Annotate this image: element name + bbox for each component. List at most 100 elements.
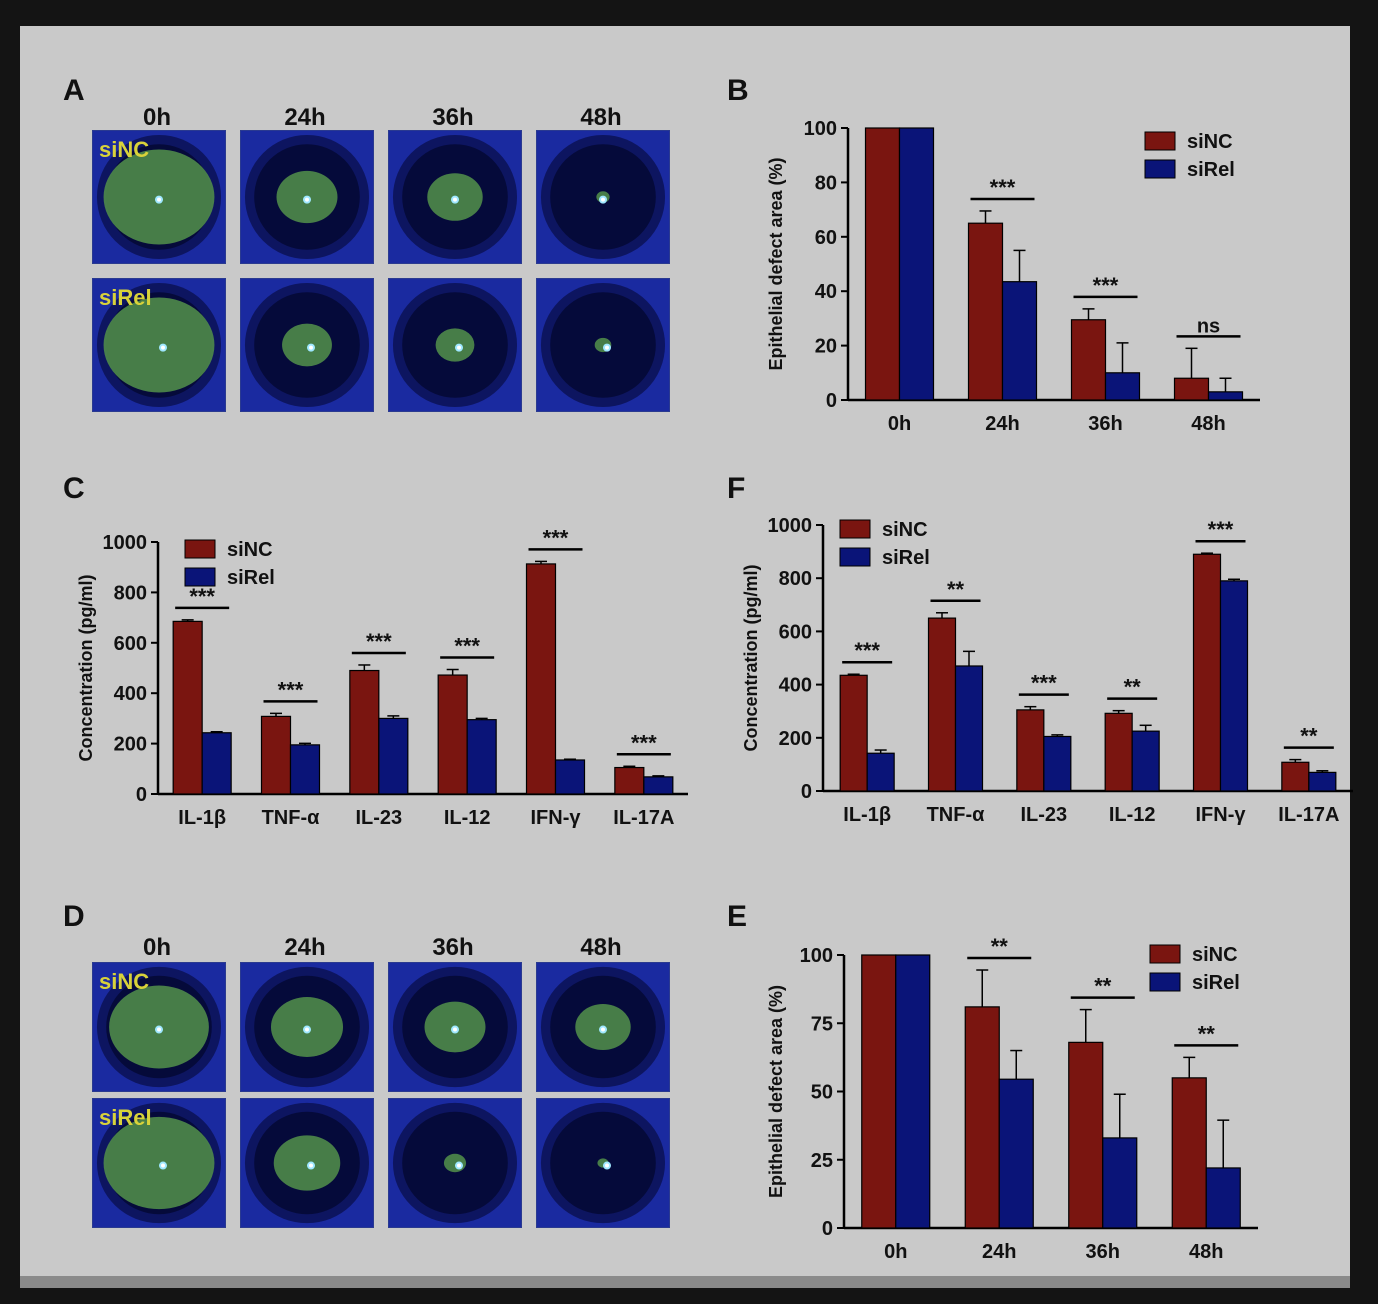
legend-swatch — [839, 547, 871, 567]
legend-swatch — [184, 567, 216, 587]
y-tick-label: 100 — [800, 945, 833, 967]
y-tick-label: 50 — [811, 1082, 833, 1104]
significance-label: *** — [1031, 671, 1057, 696]
significance-label: ** — [947, 577, 965, 602]
bar-siNC — [260, 715, 292, 795]
eye-photo — [536, 1098, 670, 1228]
y-tick-label: 600 — [114, 633, 147, 655]
bar-siRel — [1043, 735, 1072, 792]
bar-siNC — [1192, 553, 1222, 792]
group-tag: siNC — [99, 969, 150, 994]
bar-siNC — [349, 669, 380, 795]
y-tick-label: 0 — [801, 781, 812, 803]
bar-siNC — [1171, 1077, 1207, 1229]
significance-label: *** — [366, 629, 392, 654]
legend-label: siRel — [882, 547, 930, 569]
x-tick-label: 36h — [1088, 413, 1122, 435]
bar-siNC — [861, 954, 897, 1229]
bar-siRel — [1001, 281, 1038, 401]
bar-siNC — [1104, 712, 1133, 792]
eye-photo — [388, 962, 522, 1092]
x-tick-label: IL-12 — [444, 807, 491, 829]
bar-siRel — [866, 752, 895, 792]
bar-siNC — [864, 127, 901, 401]
y-tick-label: 800 — [114, 582, 147, 604]
y-tick-label: 400 — [114, 683, 147, 705]
chart-b-epithelial-defect: 0 20 40 60 80 100 Epithelial defect area (%) 0h… — [766, 118, 1260, 435]
eye-photo: siRel — [92, 278, 226, 412]
significance-label: *** — [631, 730, 657, 755]
y-tick-label: 600 — [779, 621, 812, 643]
time-label: 36h — [432, 934, 474, 961]
bar-siNC — [1173, 377, 1210, 401]
x-tick-label: TNF-α — [927, 804, 986, 826]
eye-photo: siNC — [92, 962, 226, 1092]
bar-siNC — [1068, 1041, 1104, 1229]
x-tick-label: IL-1β — [178, 807, 226, 829]
eye-photo — [388, 278, 522, 412]
x-tick-label: IL-17A — [613, 807, 674, 829]
legend-swatch — [839, 519, 871, 539]
x-tick-label: 24h — [985, 413, 1019, 435]
bar-siNC — [839, 674, 868, 792]
eye-photo — [536, 130, 670, 264]
bar-siNC — [927, 617, 957, 792]
legend-label: siRel — [227, 567, 275, 589]
x-tick-label: 48h — [1191, 413, 1225, 435]
bar-siRel — [1219, 580, 1249, 792]
significance-label: ** — [1198, 1021, 1216, 1046]
eye-photo — [240, 962, 374, 1092]
significance-label: ** — [1124, 675, 1142, 700]
bar-siNC — [1016, 709, 1045, 792]
caption-strip — [20, 1276, 1350, 1288]
panel-letter-b: B — [727, 74, 749, 107]
panel-letter-e: E — [727, 900, 748, 933]
bar-siNC — [525, 563, 557, 795]
eye-photo — [536, 962, 670, 1092]
significance-label: ** — [1300, 724, 1318, 749]
legend-label: siNC — [1187, 131, 1233, 153]
significance-label: *** — [1093, 273, 1119, 298]
y-tick-label: 0 — [826, 390, 837, 412]
bar-siNC — [437, 674, 468, 795]
y-tick-label: 25 — [811, 1150, 833, 1172]
y-tick-label: 1000 — [103, 532, 148, 554]
legend-swatch — [1149, 972, 1181, 992]
eye-photo — [388, 130, 522, 264]
legend-swatch — [1144, 131, 1176, 151]
bar-siRel — [289, 744, 321, 795]
significance-label: ** — [991, 934, 1009, 959]
significance-label: *** — [854, 638, 880, 663]
bar-siRel — [898, 127, 935, 401]
group-tag: siNC — [99, 137, 150, 162]
bar-siRel — [998, 1078, 1034, 1229]
eye-photo — [240, 1098, 374, 1228]
time-label: 24h — [284, 104, 326, 131]
y-tick-label: 800 — [779, 568, 812, 590]
time-label: 24h — [284, 934, 326, 961]
bar-siRel — [1205, 1167, 1241, 1229]
chart-e-epithelial-defect: 0 25 50 75 100 Epithelial defect area (%) 0h 24… — [766, 934, 1258, 1263]
legend-label: siNC — [227, 539, 273, 561]
bar-siRel — [895, 954, 931, 1229]
bar-siRel — [1102, 1137, 1138, 1229]
bar-siNC — [1281, 761, 1310, 792]
y-axis-label: Epithelial defect area (%) — [766, 157, 786, 370]
significance-label: ** — [1094, 974, 1112, 999]
panel-letter-d: D — [63, 900, 85, 933]
bar-siRel — [466, 719, 497, 795]
y-tick-label: 200 — [779, 728, 812, 750]
significance-label: ns — [1197, 315, 1220, 337]
y-axis-label: Concentration (pg/ml) — [76, 575, 96, 762]
eye-photo — [240, 278, 374, 412]
x-tick-label: IL-12 — [1109, 804, 1156, 826]
significance-label: *** — [543, 525, 569, 550]
eye-photo: siRel — [92, 1098, 226, 1228]
significance-label: *** — [990, 175, 1016, 200]
x-tick-label: 48h — [1189, 1241, 1223, 1263]
x-tick-label: 24h — [982, 1241, 1016, 1263]
legend-swatch — [1149, 944, 1181, 964]
x-tick-label: 0h — [888, 413, 911, 435]
legend-swatch — [1144, 159, 1176, 179]
y-tick-label: 400 — [779, 675, 812, 697]
